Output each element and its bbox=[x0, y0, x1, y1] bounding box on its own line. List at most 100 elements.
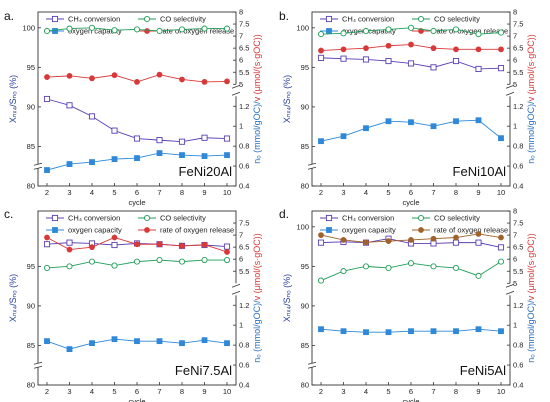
left-tick-label: 85 bbox=[301, 142, 309, 151]
data-point bbox=[224, 78, 230, 85]
x-tick-label: 5 bbox=[112, 188, 116, 197]
legend-marker bbox=[418, 227, 424, 233]
left-axis-break bbox=[34, 363, 42, 368]
left-tick-label: 85 bbox=[27, 142, 35, 151]
data-point bbox=[111, 262, 118, 269]
data-point bbox=[111, 27, 118, 34]
plot-frame bbox=[311, 11, 511, 187]
panel-letter: b. bbox=[279, 9, 289, 23]
data-point bbox=[453, 118, 459, 125]
x-tick-label: 6 bbox=[135, 188, 139, 197]
data-point bbox=[475, 326, 482, 333]
panel-letter: d. bbox=[279, 207, 289, 221]
data-point bbox=[430, 328, 437, 335]
legend-label: CH₄ conversion bbox=[68, 15, 120, 24]
data-point bbox=[89, 159, 95, 165]
right-tick-label: 5 bbox=[239, 80, 243, 89]
data-point bbox=[453, 234, 459, 241]
data-point bbox=[385, 238, 392, 245]
legend-label: oxygen capacity bbox=[342, 226, 396, 235]
right-tick-label: 1 bbox=[239, 321, 243, 330]
right-tick-label: 7.5 bbox=[513, 20, 523, 29]
x-tick-label: 7 bbox=[157, 387, 161, 396]
data-point bbox=[88, 258, 96, 265]
legend-label: rate of oxygen release bbox=[160, 27, 234, 36]
right-tick-label: 0.6 bbox=[513, 162, 523, 171]
data-point bbox=[201, 25, 208, 32]
left-break-mark bbox=[33, 166, 43, 170]
data-point bbox=[475, 65, 482, 72]
data-point bbox=[133, 135, 141, 142]
data-point bbox=[362, 56, 370, 63]
data-point bbox=[66, 161, 73, 167]
left-tick-label: 80 bbox=[27, 182, 35, 191]
x-tick-label: 3 bbox=[67, 387, 71, 396]
left-tick-label: 100 bbox=[22, 23, 35, 32]
data-point bbox=[453, 328, 459, 335]
data-point bbox=[362, 27, 370, 35]
right-tick-label: 1.2 bbox=[513, 102, 523, 111]
data-point bbox=[133, 26, 141, 33]
left-tick-label: 95 bbox=[301, 63, 309, 72]
legend-marker bbox=[417, 214, 425, 222]
left-tick-label: 85 bbox=[27, 341, 35, 350]
right-tick-label: 7 bbox=[239, 32, 243, 41]
x-tick-label: 2 bbox=[45, 387, 49, 396]
x-tick-label: 5 bbox=[112, 387, 116, 396]
data-point bbox=[497, 244, 505, 251]
data-point bbox=[224, 152, 230, 159]
data-point bbox=[452, 57, 460, 65]
right-tick-label: 0.8 bbox=[513, 341, 523, 350]
right-tick-label: 0.6 bbox=[239, 162, 249, 171]
left-tick-label: 90 bbox=[301, 301, 309, 310]
data-point bbox=[497, 65, 505, 72]
x-tick-label: 5 bbox=[386, 387, 390, 396]
data-point bbox=[89, 75, 95, 82]
data-point bbox=[43, 264, 51, 271]
sample-label: FeNi5Al bbox=[460, 363, 506, 378]
data-point bbox=[44, 338, 50, 345]
right-break-mark bbox=[231, 84, 241, 89]
data-point bbox=[223, 243, 231, 250]
data-point bbox=[156, 27, 163, 35]
x-tick-label: 4 bbox=[364, 188, 368, 197]
data-point bbox=[408, 237, 414, 243]
data-point bbox=[407, 24, 415, 31]
data-point bbox=[66, 72, 73, 79]
data-point bbox=[385, 26, 392, 33]
right-axis-title-rate: v (μmol/(s·gOC)) bbox=[526, 34, 536, 101]
data-point bbox=[43, 241, 51, 248]
plot-frame bbox=[37, 210, 237, 386]
data-point bbox=[66, 246, 73, 253]
left-tick-label: 90 bbox=[27, 102, 35, 111]
left-tick-label: 95 bbox=[301, 262, 309, 271]
data-point bbox=[452, 26, 460, 33]
data-point bbox=[317, 239, 325, 246]
left-axis-title: Xₙₓ₄/Sₙₒ (%) bbox=[8, 75, 18, 123]
data-point bbox=[201, 153, 208, 159]
data-point bbox=[223, 25, 231, 32]
x-tick-label: 8 bbox=[180, 387, 184, 396]
sample-label: FeNi10Al bbox=[453, 164, 507, 179]
data-point bbox=[201, 337, 208, 344]
data-point bbox=[111, 156, 118, 162]
data-point bbox=[363, 45, 369, 52]
data-point bbox=[453, 46, 459, 53]
data-point bbox=[156, 338, 163, 345]
data-point bbox=[452, 264, 460, 271]
x-tick-label: 10 bbox=[497, 188, 505, 197]
data-point bbox=[385, 42, 392, 49]
data-point bbox=[475, 239, 482, 246]
legend-label: CH₄ conversion bbox=[342, 214, 394, 223]
right-tick-label: 8 bbox=[513, 207, 517, 216]
data-point bbox=[134, 338, 140, 345]
x-tick-label: 2 bbox=[319, 387, 323, 396]
data-point bbox=[407, 260, 415, 267]
data-point bbox=[385, 329, 392, 336]
legend-marker bbox=[52, 227, 58, 233]
legend-marker bbox=[51, 15, 59, 23]
data-point bbox=[452, 239, 460, 246]
data-point bbox=[201, 134, 208, 141]
right-axis-title-capacity: nₒ (mmol/gOC)/ bbox=[526, 101, 536, 164]
data-point bbox=[498, 328, 504, 335]
